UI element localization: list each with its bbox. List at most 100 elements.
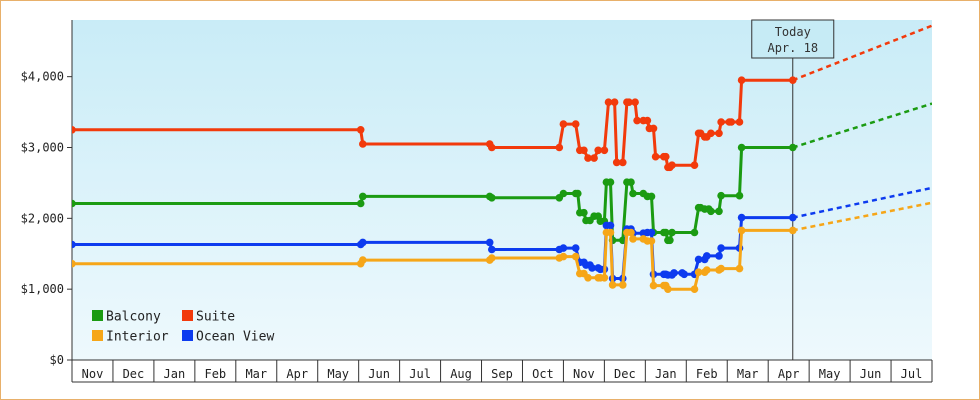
data-point[interactable] (643, 116, 652, 125)
data-point[interactable] (580, 146, 588, 155)
data-point[interactable] (580, 208, 588, 217)
data-point[interactable] (690, 285, 699, 294)
data-point[interactable] (647, 228, 656, 237)
data-point[interactable] (662, 152, 670, 161)
data-point[interactable] (584, 274, 592, 282)
data-point[interactable] (606, 228, 615, 237)
data-point[interactable] (571, 252, 580, 261)
x-tick-label: Feb (696, 367, 718, 381)
data-point[interactable] (612, 158, 621, 167)
data-point[interactable] (571, 244, 580, 252)
data-point[interactable] (619, 158, 627, 167)
data-point[interactable] (717, 264, 725, 273)
data-point[interactable] (625, 98, 633, 106)
data-point[interactable] (680, 270, 688, 279)
data-point[interactable] (608, 281, 617, 289)
data-point[interactable] (737, 213, 746, 222)
data-point[interactable] (727, 118, 736, 126)
data-point[interactable] (356, 126, 365, 134)
data-point[interactable] (559, 120, 568, 128)
data-point[interactable] (647, 192, 656, 201)
data-point[interactable] (488, 245, 496, 254)
data-point[interactable] (627, 228, 635, 237)
data-point[interactable] (789, 213, 797, 222)
data-point[interactable] (488, 194, 496, 202)
data-point[interactable] (735, 191, 744, 200)
data-point[interactable] (668, 161, 676, 169)
data-point[interactable] (789, 76, 797, 84)
data-point[interactable] (588, 264, 596, 272)
data-point[interactable] (707, 207, 715, 216)
data-point[interactable] (571, 120, 580, 128)
data-point[interactable] (631, 98, 639, 106)
data-point[interactable] (555, 143, 564, 152)
data-point[interactable] (606, 221, 615, 230)
data-point[interactable] (68, 259, 76, 268)
data-point[interactable] (735, 118, 744, 126)
data-point[interactable] (649, 124, 658, 133)
data-point[interactable] (694, 255, 703, 264)
data-point[interactable] (668, 228, 676, 237)
data-point[interactable] (356, 199, 365, 208)
data-point[interactable] (610, 98, 619, 106)
data-point[interactable] (717, 118, 725, 126)
data-point[interactable] (633, 116, 641, 125)
data-point[interactable] (488, 254, 496, 262)
data-point[interactable] (735, 264, 744, 273)
data-point[interactable] (629, 189, 637, 198)
data-point[interactable] (600, 274, 609, 282)
data-point[interactable] (649, 281, 658, 290)
data-point[interactable] (703, 252, 711, 260)
data-point[interactable] (647, 237, 656, 245)
data-point[interactable] (789, 143, 797, 152)
data-point[interactable] (664, 285, 672, 294)
data-point[interactable] (670, 269, 678, 277)
data-point[interactable] (359, 238, 367, 247)
x-tick-label: Oct (532, 367, 554, 381)
data-point[interactable] (574, 189, 582, 198)
data-point[interactable] (662, 228, 670, 237)
data-point[interactable] (690, 228, 699, 237)
data-point[interactable] (488, 143, 496, 152)
data-point[interactable] (690, 161, 699, 169)
data-point[interactable] (559, 244, 568, 252)
data-point[interactable] (559, 252, 568, 261)
data-point[interactable] (715, 129, 723, 138)
data-point[interactable] (600, 146, 609, 155)
data-point[interactable] (651, 152, 660, 161)
data-point[interactable] (737, 226, 746, 235)
data-point[interactable] (604, 98, 613, 106)
x-axis: Nov Dec Jan Feb Mar Apr May Jun Jul Aug Sep Oct Nov D… (71, 359, 933, 383)
data-point[interactable] (619, 281, 627, 289)
data-point[interactable] (359, 256, 367, 264)
data-point[interactable] (68, 240, 76, 249)
y-tick-label: $4,000 (21, 70, 64, 84)
data-point[interactable] (707, 129, 715, 138)
data-point[interactable] (694, 268, 703, 277)
y-tick-label: $0 (50, 353, 64, 367)
data-point[interactable] (606, 178, 615, 186)
data-point[interactable] (590, 154, 598, 162)
data-point[interactable] (584, 154, 592, 162)
data-point[interactable] (359, 140, 367, 148)
data-point[interactable] (68, 126, 76, 134)
data-point[interactable] (485, 238, 494, 247)
data-point[interactable] (559, 189, 568, 198)
data-point[interactable] (717, 191, 725, 200)
data-point[interactable] (629, 235, 637, 243)
data-point[interactable] (789, 226, 797, 235)
data-point[interactable] (715, 252, 723, 260)
x-tick-label: Nov (573, 367, 595, 381)
x-tick-label: Apr (778, 367, 800, 381)
data-point[interactable] (703, 266, 711, 274)
data-point[interactable] (715, 207, 723, 216)
data-point[interactable] (68, 199, 76, 208)
today-marker: Today Apr. 18 (751, 19, 835, 360)
data-point[interactable] (594, 146, 602, 155)
data-point[interactable] (627, 178, 635, 186)
data-point[interactable] (737, 76, 746, 84)
data-point[interactable] (666, 236, 674, 245)
data-point[interactable] (717, 244, 725, 252)
data-point[interactable] (737, 143, 746, 152)
data-point[interactable] (359, 192, 367, 201)
